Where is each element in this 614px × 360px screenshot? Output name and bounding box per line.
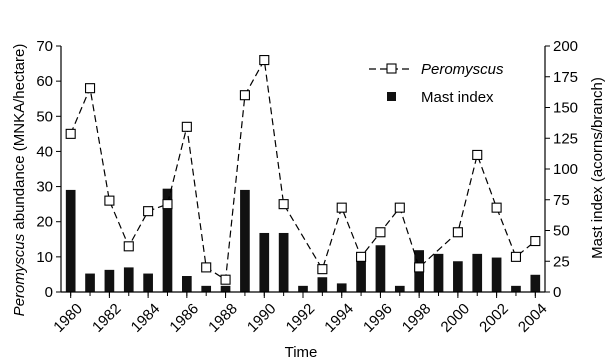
mast-bar [472,253,483,292]
peromyscus-point [201,262,212,273]
x-tick-label: 1994 [321,300,357,336]
peromyscus-point [239,90,250,101]
peromyscus-point [375,227,386,238]
peromyscus-point [317,264,328,275]
y-left-tick-label: 0 [45,284,53,301]
legend-peromyscus-marker [386,63,397,74]
mast-bar [143,273,153,292]
mast-bar [162,188,173,292]
peromyscus-point [491,202,502,213]
y-left-tick-label: 50 [36,108,53,125]
peromyscus-point [220,274,231,285]
x-tick-label: 2002 [476,300,512,336]
peromyscus-point [181,121,192,132]
mast-bar [511,285,521,292]
peromyscus-point [530,235,541,247]
mast-bar [240,189,250,292]
y-left-axis-title-rest: abundance (MNKA/hectare) [11,44,28,234]
y-right-tick-label: 200 [553,38,578,55]
mast-bar [453,261,463,292]
peromyscus-point [278,199,289,210]
y-left-tick-label: 40 [36,143,53,160]
mast-bar [394,285,405,292]
y-right-tick-label: 50 [553,223,570,240]
y-right-tick-label: 100 [553,161,578,178]
y-left-axis-title: Peromyscus abundance (MNKA/hectare) [11,44,28,317]
mast-bar [491,257,502,292]
mast-bar [356,257,366,292]
y-right-axis-title: Mast index (acorns/branch) [589,77,606,259]
x-tick-label: 1988 [205,300,241,336]
peromyscus-point [104,195,115,206]
peromyscus-point [414,262,425,273]
mast-bar [85,273,95,292]
mast-bar [298,285,308,292]
mast-bar [278,232,289,292]
peromyscus-point [84,83,96,94]
x-tick-label: 1982 [89,300,125,336]
mast-bar [65,189,76,292]
y-right-tick-label: 125 [553,130,578,147]
y-left-tick-label: 10 [36,249,53,266]
y-left-axis-title-italic: Peromyscus [11,233,28,316]
x-tick-label: 1992 [283,300,319,336]
mast-bar [104,269,115,292]
x-tick-label: 1986 [166,300,202,336]
y-left-tick-label: 20 [36,214,53,231]
x-tick-label: 1980 [50,300,86,336]
y-right-tick-label: 175 [553,69,578,86]
y-left-tick-label: 60 [36,73,53,90]
y-left-tick-label: 30 [36,179,53,196]
peromyscus-point [162,199,173,210]
peromyscus-point [510,251,522,262]
mast-bar [123,267,134,292]
x-tick-label: 2004 [515,300,551,336]
mast-bar [433,253,444,292]
peromyscus-point [452,227,463,238]
x-tick-label: 2000 [438,300,474,336]
x-tick-label: 1998 [399,300,435,336]
y-right-tick-label: 25 [553,253,570,270]
x-tick-label: 1996 [360,300,396,336]
mast-bar [317,277,328,292]
peromyscus-point [65,128,76,139]
mast-bar [201,285,212,292]
peromyscus-point [143,206,154,217]
y-right-tick-label: 150 [553,100,578,117]
peromyscus-point [356,251,367,262]
mast-bar [182,276,192,292]
legend-mast-index-marker [387,92,396,101]
x-tick-label: 1984 [128,300,164,336]
peromyscus-point [336,202,347,213]
x-axis-title: Time [285,344,318,360]
x-tick-label: 1990 [244,300,280,336]
y-right-tick-label: 0 [553,284,561,301]
mast-bar [375,245,386,292]
y-left-tick-label: 70 [36,38,53,55]
peromyscus-point [259,55,270,66]
mast-bar [220,285,231,292]
peromyscus-point [394,202,405,213]
y-right-tick-label: 75 [553,192,570,209]
peromyscus-point [472,149,483,160]
peromyscus-point [123,241,134,252]
legend-mast-index-label: Mast index [421,89,494,106]
plot-area [65,55,541,292]
mast-bar [530,274,541,292]
mast-bar [336,283,347,292]
legend-peromyscus-label: Peromyscus [421,61,504,78]
mast-bar [259,232,270,292]
legend: Peromyscus Mast index [369,61,504,106]
